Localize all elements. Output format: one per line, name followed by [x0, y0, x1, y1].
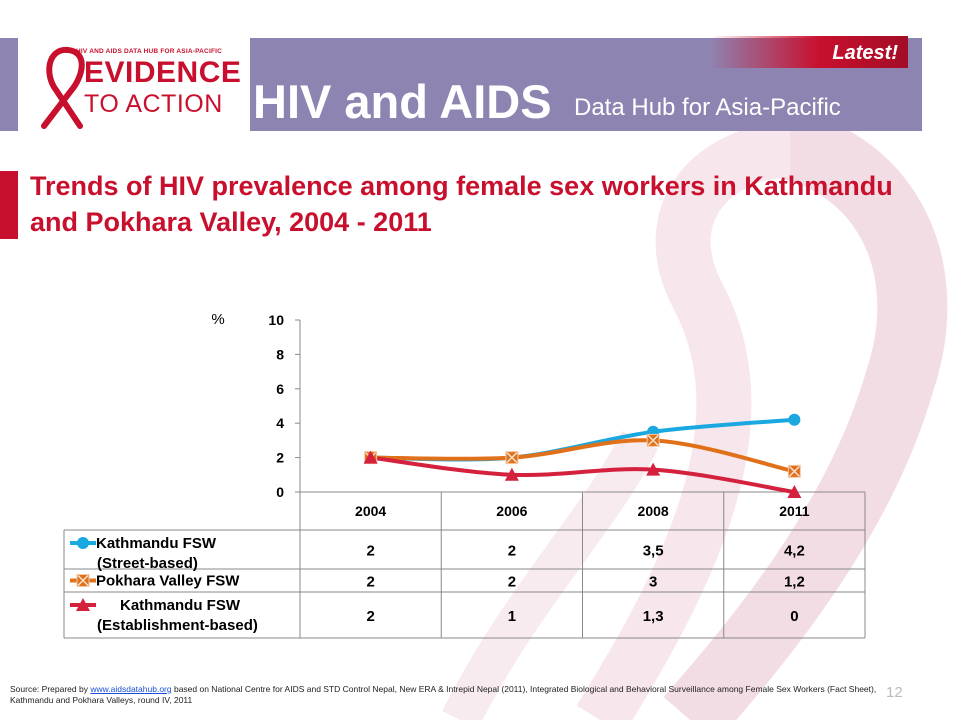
x-category-label: 2008 [638, 503, 669, 519]
data-value-label: 2 [366, 574, 374, 591]
data-value-label: 2 [508, 543, 516, 560]
data-value-label: 1 [508, 608, 516, 625]
series-3-point [646, 462, 661, 476]
series-1-point [788, 413, 801, 426]
aids-ribbon-icon [41, 46, 85, 129]
source-note: Source: Prepared by www.aidsdatahub.org … [10, 684, 915, 706]
data-value-label: 1,3 [643, 608, 664, 625]
hub-title: HIV and AIDS [253, 75, 552, 128]
legend-series-name: Pokhara Valley FSW [96, 573, 240, 590]
data-value-label: 2 [366, 608, 374, 625]
source-text: based on National Centre for AIDS and ST… [10, 684, 877, 705]
x-category-label: 2004 [355, 503, 386, 519]
series-3-point [787, 485, 802, 498]
series-line-3 [368, 455, 797, 494]
legend-key-marker-2-cross [77, 574, 89, 587]
logo-tagline: HIV AND AIDS DATA HUB FOR ASIA-PACIFIC [76, 48, 223, 55]
y-tick-label: 6 [276, 381, 284, 397]
series-3-point [504, 467, 519, 481]
series-3-point [363, 450, 378, 464]
y-axis-label: % [211, 311, 224, 328]
title-accent-bar [0, 171, 18, 239]
legend-series-name: (Street-based) [97, 555, 198, 572]
series-2-point-cross [788, 465, 800, 477]
hub-subtitle: Data Hub for Asia-Pacific [574, 94, 841, 121]
series-2-point-cross [647, 434, 659, 446]
x-category-label: 2011 [779, 503, 810, 519]
latest-badge[interactable]: Latest! [710, 36, 908, 68]
y-tick-label: 4 [276, 415, 284, 431]
source-link[interactable]: www.aidsdatahub.org [90, 684, 172, 694]
legend-series-name: Kathmandu FSW [96, 535, 217, 552]
y-tick-label: 0 [276, 484, 284, 500]
logo-evidence-text: EVIDENCE [84, 56, 242, 89]
data-value-label: 0 [790, 608, 798, 625]
legend-key-marker-3 [76, 598, 90, 611]
legend-series-name: (Establishment-based) [97, 617, 258, 634]
data-value-label: 1,2 [784, 574, 805, 591]
y-tick-label: 8 [276, 346, 284, 362]
latest-badge-label: Latest! [832, 42, 898, 64]
data-value-label: 2 [366, 543, 374, 560]
y-tick-label: 10 [268, 312, 284, 328]
source-prefix: Source: Prepared by [10, 684, 91, 694]
legend-key-marker-1 [77, 537, 89, 549]
series-line-2 [368, 438, 797, 474]
data-value-label: 3,5 [643, 543, 664, 560]
data-value-label: 3 [649, 574, 657, 591]
logo-to-action-text: TO ACTION [84, 90, 223, 118]
slide-title: Trends of HIV prevalence among female se… [30, 171, 893, 237]
y-tick-label: 2 [276, 450, 284, 466]
data-value-label: 2 [508, 574, 516, 591]
data-value-label: 4,2 [784, 543, 805, 560]
slide-number: 12 [886, 684, 903, 701]
x-category-label: 2006 [496, 503, 527, 519]
series-2-point-cross [506, 452, 518, 464]
legend-series-name: Kathmandu FSW [120, 597, 241, 614]
